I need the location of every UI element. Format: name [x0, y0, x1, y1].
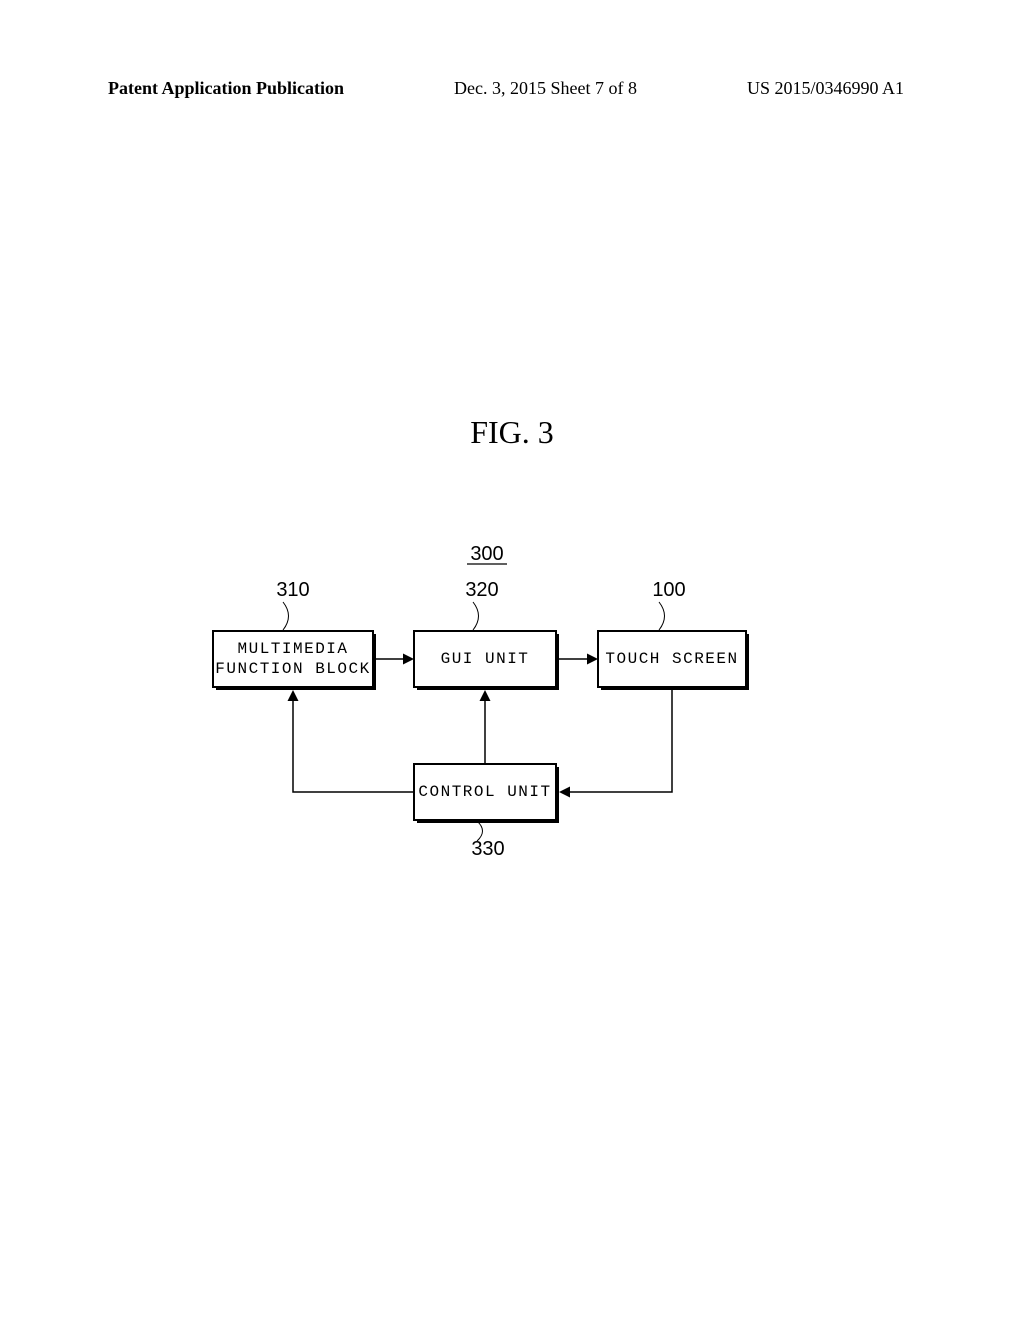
box-label-touch: TOUCH SCREEN: [605, 650, 738, 668]
page-root: Patent Application Publication Dec. 3, 2…: [0, 0, 1024, 1320]
box-label-multimedia-1: FUNCTION BLOCK: [215, 660, 370, 678]
ref-multimedia: 310: [276, 579, 309, 601]
diagram-wrap: 300 MULTIMEDIA FUNCTION BLOCK 310 GUI UNIT 32…: [0, 0, 1024, 1320]
box-label-multimedia-0: MULTIMEDIA: [237, 640, 348, 658]
lead-gui: [473, 602, 479, 630]
ref-control: 330: [471, 838, 504, 860]
lead-touch: [659, 602, 665, 630]
ref-touch: 100: [652, 579, 685, 601]
arrowhead: [587, 654, 598, 665]
ref-gui: 320: [465, 579, 498, 601]
box-label-gui: GUI UNIT: [441, 650, 530, 668]
arrowhead: [288, 690, 299, 701]
edge-control-multimedia: [293, 692, 414, 792]
arrowhead: [559, 787, 570, 798]
assembly-ref: 300: [470, 543, 503, 565]
edge-touch-control: [561, 690, 672, 792]
lead-multimedia: [283, 602, 289, 630]
arrowhead: [480, 690, 491, 701]
arrowhead: [403, 654, 414, 665]
block-diagram: 300 MULTIMEDIA FUNCTION BLOCK 310 GUI UNIT 32…: [0, 0, 1024, 1320]
box-label-control: CONTROL UNIT: [418, 783, 551, 801]
